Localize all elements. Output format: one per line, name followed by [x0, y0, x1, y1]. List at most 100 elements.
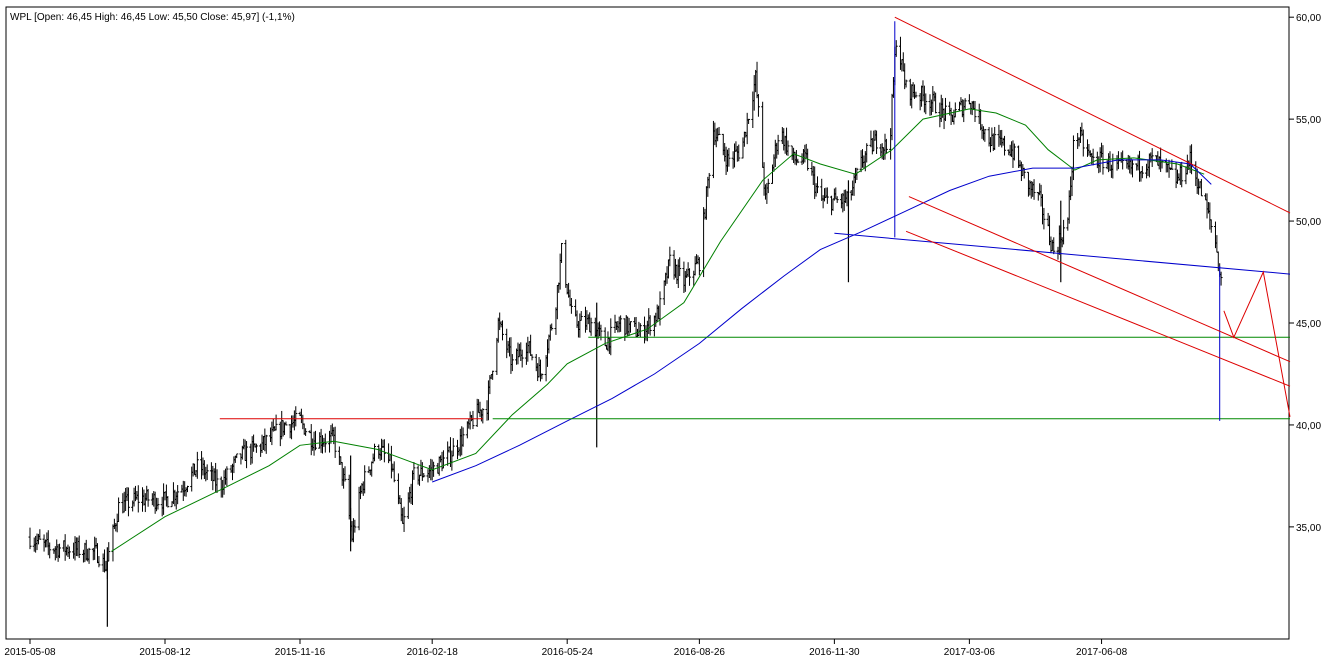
- price-bar: [560, 242, 564, 264]
- y-tick-label: 55,00: [1296, 115, 1321, 126]
- price-bar: [373, 443, 377, 462]
- price-bar: [510, 354, 514, 372]
- price-bar: [353, 519, 357, 533]
- price-bar: [776, 134, 780, 155]
- x-tick-label: 2016-11-30: [809, 647, 860, 658]
- y-tick-label: 60,00: [1296, 13, 1321, 24]
- price-bar: [117, 497, 121, 522]
- price-bar: [225, 466, 229, 486]
- price-bar: [1091, 148, 1095, 166]
- x-tick-label: 2015-08-12: [139, 647, 191, 658]
- price-bar: [136, 485, 140, 513]
- price-bar: [77, 535, 81, 558]
- price-bar: [875, 130, 879, 154]
- resistance-line: [1223, 270, 1291, 417]
- price-bar: [678, 257, 682, 277]
- price-bar: [1003, 135, 1007, 156]
- price-bar: [1012, 143, 1016, 161]
- price-bar: [953, 102, 957, 118]
- price-bar: [481, 408, 485, 424]
- price-bar: [87, 547, 91, 564]
- price-bar: [186, 485, 189, 493]
- y-tick-label: 40,00: [1296, 421, 1321, 432]
- price-bar: [884, 138, 888, 154]
- price-bar: [1140, 166, 1144, 179]
- price-bar: [264, 434, 268, 454]
- resistance-line: [894, 16, 1291, 214]
- sma-long-line: [432, 159, 1212, 483]
- price-bar: [235, 453, 239, 459]
- price-bar: [245, 441, 249, 469]
- price-bar: [1052, 237, 1056, 255]
- y-tick-label: 45,00: [1296, 319, 1321, 330]
- x-tick-label: 2015-11-16: [275, 647, 326, 658]
- price-bar: [461, 427, 465, 447]
- drawn-lines: [219, 16, 1291, 421]
- price-bar: [737, 144, 741, 162]
- price-bar: [707, 172, 711, 189]
- price-bar: [648, 315, 652, 336]
- price-bar: [1131, 159, 1134, 178]
- price-bar: [983, 128, 987, 142]
- price-bar: [934, 92, 938, 114]
- y-tick-label: 35,00: [1296, 523, 1321, 534]
- price-bar: [38, 529, 42, 540]
- price-bar: [176, 485, 180, 505]
- price-bar: [195, 451, 199, 479]
- sma-short-line: [111, 108, 1205, 552]
- price-bar: [1199, 178, 1203, 197]
- price-bar: [865, 143, 869, 163]
- price-bar: [609, 318, 613, 356]
- price-bar: [1071, 135, 1075, 181]
- price-bar: [717, 126, 721, 136]
- price-bar: [668, 246, 672, 267]
- price-bar: [530, 354, 534, 361]
- price-bar: [786, 140, 790, 156]
- price-bar: [697, 257, 701, 276]
- price-bar: [1032, 179, 1036, 200]
- price-bar: [628, 321, 632, 333]
- x-axis: 2015-05-08 2015-08-12 2015-11-16 2016-02-18…: [4, 639, 1128, 658]
- trendline-line: [834, 232, 1291, 275]
- price-bar: [491, 370, 495, 380]
- price-bar: [97, 556, 101, 568]
- price-bar: [392, 461, 396, 483]
- price-bar: [619, 315, 623, 332]
- price-bar: [756, 94, 760, 117]
- chart-title: WPL [Open: 46,45 High: 46,45 Low: 45,50 …: [10, 12, 295, 23]
- resistance-line: [905, 230, 1291, 387]
- price-bar: [914, 91, 918, 98]
- price-bar: [166, 496, 170, 508]
- price-bar: [796, 158, 800, 164]
- y-axis: 35,00 40,00 45,00 50,00 55,00 60,00: [1289, 13, 1321, 534]
- price-bar: [58, 543, 62, 559]
- price-bar: [205, 464, 209, 481]
- price-bar: [274, 414, 278, 431]
- price-bar: [501, 320, 504, 341]
- price-bar: [215, 469, 219, 493]
- price-bar: [540, 373, 544, 380]
- price-bar: [126, 487, 130, 517]
- price-bar: [993, 126, 997, 150]
- price-bar: [688, 268, 692, 286]
- x-tick-label: 2016-05-24: [542, 647, 594, 658]
- price-bar: [825, 187, 829, 204]
- price-bar: [1062, 219, 1066, 245]
- price-spikes: [106, 180, 1062, 627]
- price-bar: [1150, 148, 1154, 167]
- price-bar: [904, 79, 908, 88]
- price-bar: [727, 147, 731, 167]
- price-bar: [766, 178, 770, 194]
- price-bar: [943, 97, 947, 122]
- price-bar: [422, 473, 426, 478]
- price-bar: [589, 317, 593, 336]
- y-tick-label: 50,00: [1296, 217, 1321, 228]
- x-tick-label: 2015-05-08: [4, 647, 56, 658]
- price-bar: [569, 297, 573, 314]
- price-bar: [520, 349, 524, 368]
- price-bar: [28, 527, 32, 550]
- x-tick-label: 2016-08-26: [674, 647, 726, 658]
- price-bar: [412, 462, 416, 480]
- price-bar: [313, 430, 317, 451]
